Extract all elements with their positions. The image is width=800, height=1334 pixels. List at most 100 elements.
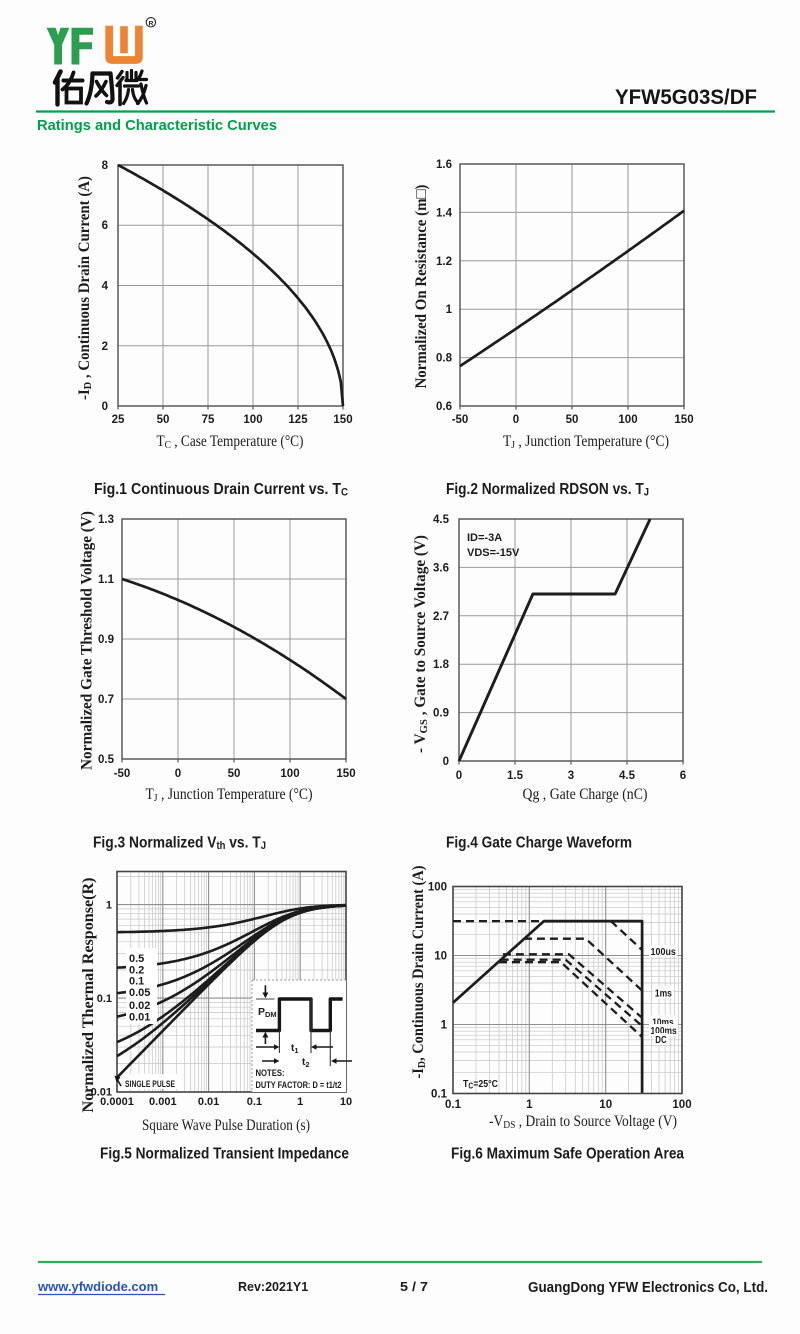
svg-text:0.1: 0.1 <box>129 976 144 988</box>
svg-text:1: 1 <box>106 900 112 912</box>
svg-text:DC: DC <box>655 1035 666 1046</box>
svg-text:1.2: 1.2 <box>436 256 452 268</box>
svg-text:1: 1 <box>441 1020 448 1032</box>
svg-text:ID=-3A: ID=-3A <box>467 532 502 544</box>
svg-text:10: 10 <box>434 951 447 963</box>
svg-text:Fig.1 Continuous Drain Curren: Fig.1 Continuous Drain Current vs. TC <box>94 481 348 499</box>
svg-text:t1: t1 <box>291 1043 299 1055</box>
svg-text:6: 6 <box>102 220 108 232</box>
svg-text:0.5: 0.5 <box>98 754 115 766</box>
svg-text:0.8: 0.8 <box>436 353 453 365</box>
svg-text:Square Wave Pulse Duration (s): Square Wave Pulse Duration (s) <box>142 1117 310 1134</box>
svg-text:Ratings and Characteristic Cur: Ratings and Characteristic Curves <box>37 117 277 134</box>
svg-text:GuangDong YFW Electronics Co,: GuangDong YFW Electronics Co, Ltd. <box>528 1280 768 1296</box>
svg-text:Fig.6 Maximum Safe Operation: Fig.6 Maximum Safe Operation Area <box>451 1146 684 1163</box>
svg-text:0.1: 0.1 <box>97 993 112 1005</box>
svg-text:-50: -50 <box>452 414 469 426</box>
svg-text:50: 50 <box>157 414 170 426</box>
svg-text:0.02: 0.02 <box>129 1000 150 1012</box>
svg-text:0.01: 0.01 <box>91 1087 112 1099</box>
svg-text:0.05: 0.05 <box>129 987 150 999</box>
svg-text:3.6: 3.6 <box>433 562 449 574</box>
svg-text:1.6: 1.6 <box>436 159 452 171</box>
svg-text:6: 6 <box>680 770 686 782</box>
svg-text:100: 100 <box>280 768 299 780</box>
svg-text:2: 2 <box>102 341 108 353</box>
svg-text:150: 150 <box>674 414 693 426</box>
svg-text:Normalized On Resistance (m□): Normalized On Resistance (m□) <box>413 185 430 389</box>
svg-text:25: 25 <box>112 414 125 426</box>
svg-text:Normalized Thermal Response(R): Normalized Thermal Response(R) <box>80 878 97 1113</box>
svg-text:10: 10 <box>599 1099 612 1111</box>
svg-text:0.6: 0.6 <box>436 401 452 413</box>
svg-text:0: 0 <box>102 401 108 413</box>
svg-text:8: 8 <box>102 160 109 172</box>
svg-text:-50: -50 <box>114 768 131 780</box>
svg-text:Fig.3 Normalized Vth vs. TJ: Fig.3 Normalized Vth vs. TJ <box>93 835 266 853</box>
svg-text:0.9: 0.9 <box>433 708 449 720</box>
svg-text:DUTY FACTOR: D = t1/t2: DUTY FACTOR: D = t1/t2 <box>256 1080 342 1091</box>
svg-text:Rev:2021Y1: Rev:2021Y1 <box>238 1280 308 1294</box>
svg-text:4: 4 <box>102 281 109 293</box>
svg-text:1.8: 1.8 <box>433 659 450 671</box>
svg-text:0.01: 0.01 <box>129 1012 150 1024</box>
svg-text:100: 100 <box>428 882 447 894</box>
svg-text:0.1: 0.1 <box>445 1099 462 1111</box>
svg-text:150: 150 <box>336 768 355 780</box>
svg-text:0.1: 0.1 <box>431 1089 448 1101</box>
svg-text:50: 50 <box>228 768 241 780</box>
svg-text:1.3: 1.3 <box>98 514 114 526</box>
svg-text:TJ , Junction Temperature (°C): TJ , Junction Temperature (°C) <box>146 786 313 804</box>
svg-text:SINGLE PULSE: SINGLE PULSE <box>125 1079 175 1090</box>
svg-text:1: 1 <box>297 1096 303 1108</box>
svg-text:TC , Case Temperature (°C): TC , Case Temperature (°C) <box>157 433 304 451</box>
svg-text:0: 0 <box>456 770 462 782</box>
svg-text:t2: t2 <box>302 1057 310 1069</box>
svg-text:3: 3 <box>568 770 574 782</box>
svg-text:1.5: 1.5 <box>507 770 524 782</box>
svg-text:5 / 7: 5 / 7 <box>400 1280 428 1294</box>
svg-text:0: 0 <box>175 768 181 780</box>
svg-text:0.0001: 0.0001 <box>100 1096 134 1108</box>
svg-text:1.4: 1.4 <box>436 207 453 219</box>
svg-text:100: 100 <box>672 1099 691 1111</box>
svg-text:Qg , Gate Charge (nC): Qg , Gate Charge (nC) <box>523 786 648 803</box>
svg-text:R: R <box>148 20 153 27</box>
svg-text:Fig.5 Normalized Transient Im: Fig.5 Normalized Transient Impedance <box>100 1146 349 1163</box>
svg-text:0.01: 0.01 <box>198 1096 219 1108</box>
svg-text:VDS=-15V: VDS=-15V <box>467 547 520 559</box>
svg-text:0: 0 <box>443 756 449 768</box>
svg-text:0.7: 0.7 <box>98 694 114 706</box>
svg-text:10: 10 <box>340 1096 352 1108</box>
svg-text:0.5: 0.5 <box>129 953 144 965</box>
svg-text:0.9: 0.9 <box>98 634 114 646</box>
svg-text:1ms: 1ms <box>655 989 672 1000</box>
svg-text:0: 0 <box>513 414 519 426</box>
svg-text:1: 1 <box>526 1099 533 1111</box>
svg-text:NOTES:: NOTES: <box>256 1068 285 1079</box>
svg-text:10ms: 10ms <box>652 1017 674 1028</box>
svg-text:Normalized Gate Threshold Volt: Normalized Gate Threshold Voltage (V) <box>79 511 96 770</box>
svg-text:YFW5G03S/DF: YFW5G03S/DF <box>615 86 757 109</box>
svg-text:TJ , Junction Temperature (°C): TJ , Junction Temperature (°C) <box>503 433 669 451</box>
svg-text:-ID, Continuous Drain Current: -ID, Continuous Drain Current (A) <box>410 866 428 1079</box>
svg-text:-ID , Continuous Drain Current: -ID , Continuous Drain Current (A) <box>76 176 94 400</box>
svg-text:PDM: PDM <box>258 1006 277 1019</box>
svg-text:TC=25°C: TC=25°C <box>463 1078 498 1091</box>
svg-text:125: 125 <box>288 414 308 426</box>
svg-text:- VGS , Gate to Source Voltage: - VGS , Gate to Source Voltage (V) <box>412 535 430 753</box>
svg-text:Fig.4 Gate Charge Waveform: Fig.4 Gate Charge Waveform <box>446 835 632 852</box>
svg-text:0.1: 0.1 <box>247 1096 262 1108</box>
svg-text:www.yfwdiode.com: www.yfwdiode.com <box>37 1279 158 1294</box>
svg-text:150: 150 <box>333 414 352 426</box>
svg-text:50: 50 <box>566 414 579 426</box>
svg-text:-VDS , Drain to Source Voltage: -VDS , Drain to Source Voltage (V) <box>489 1113 677 1131</box>
svg-text:4.5: 4.5 <box>619 770 636 782</box>
svg-text:75: 75 <box>202 414 215 426</box>
svg-text:1: 1 <box>446 304 453 316</box>
svg-text:100ms: 100ms <box>651 1026 678 1037</box>
svg-text:2.7: 2.7 <box>433 611 449 623</box>
svg-text:Fig.2 Normalized RDSON vs. TJ: Fig.2 Normalized RDSON vs. TJ <box>446 481 649 499</box>
svg-text:100: 100 <box>618 414 637 426</box>
svg-text:0.001: 0.001 <box>149 1096 177 1108</box>
